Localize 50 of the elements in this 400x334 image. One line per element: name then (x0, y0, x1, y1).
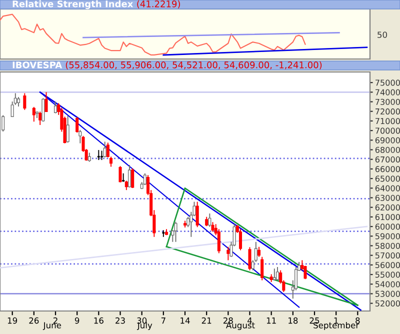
y-tick-label: 52000 (375, 300, 400, 306)
y-tick-label: 73000 (376, 98, 400, 105)
x-tick-label: 18 (288, 317, 298, 324)
chart-title: Relative Strength Index (12, 0, 134, 10)
y-tick-label: 64000 (375, 185, 400, 192)
y-tick-label: 58000 (375, 242, 400, 249)
x2-tick-label: August (226, 322, 255, 330)
y-tick-label: 68000 (375, 146, 400, 153)
y-tick-label: 66000 (375, 166, 400, 172)
x-tick-label: 4 (248, 318, 252, 324)
y-tick-label: 65000 (375, 176, 400, 182)
x-tick-label: 30 (137, 317, 147, 324)
x-tick-label: 9 (74, 317, 80, 324)
x2-tick-label: September (314, 322, 360, 330)
y-tick-label: 60000 (375, 224, 400, 230)
y-tick-label: 72000 (376, 108, 400, 115)
x-tick-label: 7 (161, 318, 166, 324)
x-tick-label: 23 (116, 317, 125, 324)
chart-title: IBOVESPA (12, 61, 62, 68)
y-tick-label: 63000 (375, 194, 400, 201)
chart-subtitle: (41.2219) (137, 0, 180, 8)
x2-tick-label: June (42, 322, 62, 330)
y-tick-label: 55000 (375, 272, 400, 278)
y-tick-label: 57000 (375, 252, 400, 259)
x-tick-label: 8 (356, 317, 360, 324)
x-tick-label: 14 (180, 318, 190, 324)
y-tick-label: 67000 (375, 156, 400, 163)
y-tick-label: 54000 (375, 281, 400, 288)
x-tick-label: 1 (334, 318, 338, 324)
chart-subtitle: (55,854.00, 55,906.00, 54,521.00, 54,609.00, -1,241.00) (66, 61, 322, 70)
x-tick-label: 19 (8, 317, 18, 324)
x-tick-label: 26 (29, 317, 39, 324)
x-tick-label: 2 (53, 317, 58, 324)
x-tick-label: 21 (202, 317, 212, 324)
y-tick-label: 75000 (376, 80, 400, 86)
x-tick-label: 11 (266, 318, 276, 324)
y-tick-label: 53000 (375, 290, 400, 297)
x-tick-label: 16 (94, 317, 104, 324)
y-tick-label: 74000 (376, 89, 400, 96)
x-tick-label: 25 (310, 317, 320, 324)
y-tick-label: 59000 (375, 233, 400, 240)
y-tick-label: 70000 (376, 128, 400, 134)
y-tick-label: 71000 (376, 118, 400, 124)
y-tick-label: 69000 (375, 137, 400, 144)
x-tick-label: 28 (223, 317, 233, 324)
text: 50 (378, 32, 387, 38)
y-tick-label: 61000 (375, 214, 400, 220)
x2-tick-label: July (136, 322, 152, 330)
y-tick-label: 56000 (375, 262, 400, 268)
y-tick-label: 62000 (375, 204, 400, 211)
